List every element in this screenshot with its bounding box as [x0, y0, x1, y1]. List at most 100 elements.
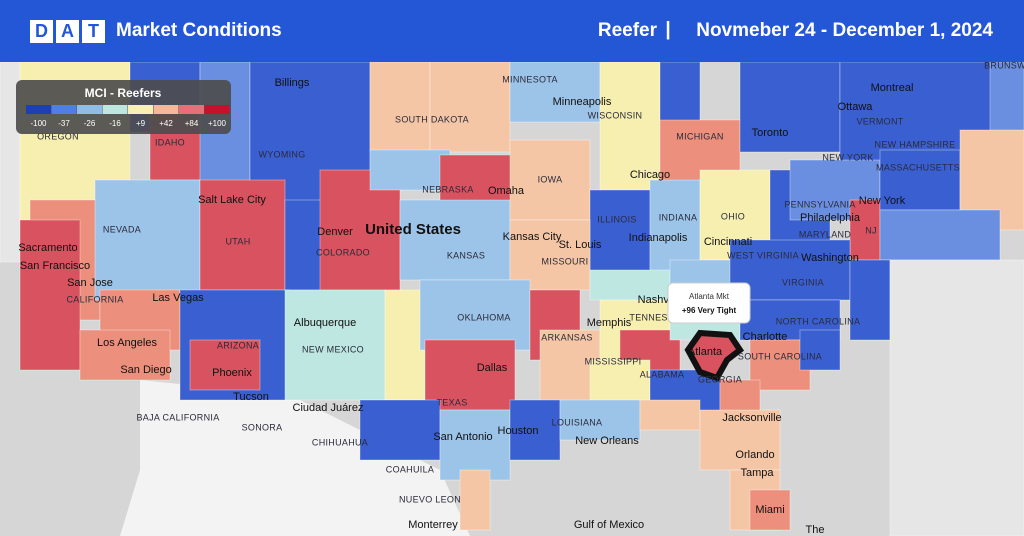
- city-label: San Jose: [67, 277, 113, 289]
- legend-items: -100 -37 -26 -16 +9 +42 +84 +100: [26, 105, 230, 128]
- state-label: TEXAS: [436, 397, 467, 407]
- logo-letter: T: [88, 21, 99, 41]
- region: [439, 409, 511, 481]
- city-label: Denver: [317, 226, 353, 238]
- region: [589, 189, 651, 281]
- city-label: Monterrey: [408, 519, 458, 531]
- state-label: NEW HAMPSHIRE: [875, 139, 956, 149]
- city-label: San Diego: [120, 364, 171, 376]
- state-label: WEST VIRGINIA: [727, 250, 799, 260]
- region: [739, 61, 841, 153]
- state-label: INDIANA: [659, 212, 698, 222]
- region: [589, 269, 671, 301]
- legend-label: -26: [84, 119, 96, 128]
- region: [509, 219, 591, 291]
- state-label: IOWA: [538, 174, 563, 184]
- city-label: Dallas: [477, 362, 508, 374]
- region: [369, 61, 431, 153]
- region: [989, 61, 1024, 143]
- city-label: Tucson: [233, 391, 269, 403]
- city-label: Las Vegas: [152, 292, 204, 304]
- state-label: NEVADA: [103, 224, 141, 234]
- state-label: NORTH CAROLINA: [776, 316, 861, 326]
- region: [849, 199, 881, 261]
- city-label: Washington: [801, 252, 859, 264]
- city-label: Billings: [275, 77, 310, 89]
- state-label: VIRGINIA: [782, 277, 824, 287]
- city-label: Sacramento: [18, 242, 77, 254]
- state-label: UTAH: [225, 236, 250, 246]
- country-label: United States: [365, 221, 461, 238]
- legend-swatch: [128, 105, 153, 114]
- region: [509, 399, 561, 461]
- tooltip: Atlanta Mkt +96 Very Tight: [667, 282, 751, 324]
- legend-label: +42: [159, 119, 173, 128]
- city-label: Atlanta: [688, 346, 723, 358]
- legend-swatch: [204, 105, 230, 114]
- city-label: Salt Lake City: [198, 194, 266, 206]
- mexico: [120, 380, 470, 536]
- legend-swatch: [102, 105, 128, 114]
- city-label: New York: [859, 195, 906, 207]
- region: [189, 339, 261, 391]
- city-label: Charlotte: [743, 331, 788, 343]
- city-label: Albuquerque: [294, 317, 356, 329]
- logo-box: [56, 20, 79, 43]
- atlanta-market: [684, 329, 745, 382]
- state-label: MARYLAND: [799, 229, 851, 239]
- state-label: CHIHUAHUA: [312, 437, 368, 447]
- legend-swatch: [153, 105, 179, 114]
- state-label: OREGON: [37, 131, 79, 141]
- legend: MCI - Reefers -100 -37 -26 -16 +9 +42 +84 +100: [16, 80, 231, 134]
- region: [509, 139, 591, 221]
- logo-box: [82, 20, 105, 43]
- state-label: ARIZONA: [217, 340, 259, 350]
- city-label: Indianapolis: [629, 232, 688, 244]
- state-label: IDAHO: [155, 137, 185, 147]
- state-label: SONORA: [242, 422, 283, 432]
- labels: Minneapolis Ottawa Montreal Toronto Chicago M…: [18, 60, 1024, 536]
- legend-title: MCI - Reefers: [85, 86, 162, 100]
- city-label: Jacksonville: [722, 412, 781, 424]
- legend-label: +84: [185, 119, 199, 128]
- state-label: MISSISSIPPI: [585, 356, 642, 366]
- city-label: Orlando: [735, 449, 774, 461]
- region: [849, 259, 891, 341]
- logo-letter: D: [35, 21, 48, 41]
- city-label: Memphis: [587, 317, 632, 329]
- legend-swatch: [26, 105, 51, 114]
- city-label: Philadelphia: [800, 212, 861, 224]
- state-label: MICHIGAN: [676, 131, 723, 141]
- city-label: Toronto: [752, 127, 789, 139]
- city-label: Phoenix: [212, 367, 252, 379]
- state-label: NUEVO LEON: [399, 494, 461, 504]
- city-label: St. Louis: [559, 239, 602, 251]
- city-label: Montreal: [871, 82, 914, 94]
- legend-swatch: [51, 105, 77, 114]
- region: [459, 469, 491, 531]
- segment: Reefer: [598, 20, 658, 41]
- city-label: Gulf of Mexico: [574, 519, 644, 531]
- state-label: OKLAHOMA: [457, 312, 510, 322]
- state-label: ALABAMA: [640, 369, 685, 379]
- regions: [0, 61, 1024, 536]
- header-title: Market Conditions: [116, 20, 282, 41]
- state-label: BAJA CALIFORNIA: [136, 412, 219, 422]
- state-label: OHIO: [721, 211, 745, 221]
- state-label: MASSACHUSETTS: [876, 162, 960, 172]
- state-label: MINNESOTA: [502, 74, 558, 84]
- city-label: Ottawa: [838, 101, 874, 113]
- tooltip-title: Atlanta Mkt: [689, 292, 730, 301]
- separator: |: [665, 19, 670, 40]
- region: [509, 61, 601, 123]
- city-label: Houston: [498, 425, 539, 437]
- state-label: CALIFORNIA: [66, 294, 123, 304]
- region: [639, 399, 701, 431]
- state-label: MISSOURI: [542, 256, 589, 266]
- region: [369, 149, 451, 191]
- city-label: Chicago: [630, 169, 670, 181]
- state-label: SOUTH CAROLINA: [738, 351, 822, 361]
- legend-label: +9: [136, 119, 146, 128]
- legend-label: +100: [208, 119, 227, 128]
